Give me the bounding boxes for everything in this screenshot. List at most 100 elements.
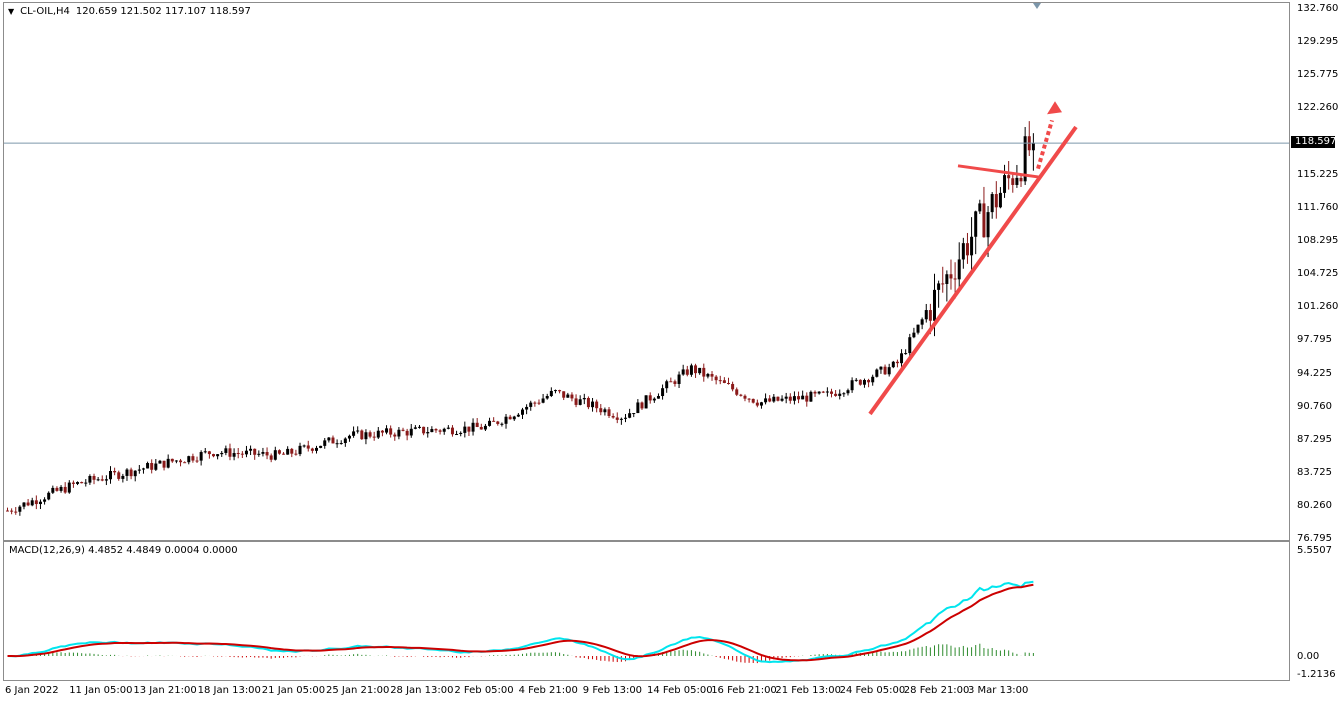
current-price-tag: 118.597 — [1291, 136, 1336, 148]
candle — [743, 394, 747, 402]
candle — [710, 371, 714, 381]
candle — [735, 387, 739, 397]
candle — [434, 428, 438, 433]
price-chart-pane[interactable] — [3, 2, 1290, 541]
candle — [867, 378, 871, 388]
time-axis-label: 16 Feb 21:00 — [711, 685, 777, 696]
candle — [347, 434, 351, 442]
ohlc-values: 120.659 121.502 117.107 118.597 — [75, 6, 251, 17]
candle — [261, 447, 265, 457]
candle — [302, 444, 306, 448]
candle — [207, 450, 211, 459]
arrow-head-icon — [1047, 101, 1062, 115]
candle — [113, 467, 117, 476]
price-axis-label: 76.795 — [1297, 533, 1332, 544]
dropdown-caret-icon[interactable]: ▼ — [8, 7, 15, 16]
candle — [920, 317, 924, 330]
time-axis-label: 2 Feb 05:00 — [454, 685, 514, 696]
candle — [628, 408, 632, 419]
candle — [974, 210, 978, 255]
candle — [6, 507, 9, 512]
candle — [376, 427, 380, 440]
support-line-annotation[interactable] — [957, 164, 1041, 179]
candle — [677, 371, 681, 388]
candle — [838, 389, 842, 400]
candle — [187, 455, 191, 465]
candle — [331, 435, 335, 444]
trendline-annotation[interactable] — [868, 125, 1078, 416]
candle — [228, 443, 232, 461]
macd-axis-label: -1.2136 — [1297, 669, 1336, 680]
time-axis-label: 21 Jan 05:00 — [261, 685, 326, 696]
candle — [310, 447, 314, 454]
candle — [76, 481, 80, 486]
candle — [504, 413, 508, 429]
candle — [648, 392, 652, 404]
candle — [249, 445, 253, 456]
candle — [257, 450, 261, 457]
candle — [430, 426, 434, 433]
candle — [970, 217, 974, 271]
candle — [661, 384, 665, 400]
candle — [339, 440, 343, 445]
candle — [500, 422, 504, 427]
candle — [220, 450, 224, 457]
price-axis-label: 101.260 — [1297, 301, 1339, 313]
candle — [982, 186, 986, 238]
candle — [714, 375, 718, 385]
candle — [842, 392, 846, 397]
time-axis-label: 13 Jan 21:00 — [133, 685, 197, 696]
candle — [1015, 164, 1019, 188]
candle — [553, 389, 557, 394]
candle — [830, 388, 833, 398]
candle — [117, 470, 121, 481]
time-axis-label: 24 Feb 05:00 — [839, 685, 906, 696]
candle — [994, 181, 998, 219]
time-axis-label: 28 Jan 13:00 — [390, 685, 454, 696]
candle — [306, 440, 310, 452]
candle — [529, 400, 533, 411]
candle — [957, 242, 961, 289]
candle — [496, 420, 500, 426]
candle — [10, 508, 14, 515]
candle — [34, 495, 38, 510]
candle — [694, 363, 698, 378]
candle — [438, 429, 442, 435]
candle — [739, 393, 743, 397]
candle — [825, 387, 829, 397]
candle — [92, 473, 96, 485]
candle — [949, 259, 953, 290]
candle — [244, 445, 248, 458]
candle — [459, 431, 463, 437]
candle — [282, 452, 286, 455]
candle — [768, 395, 772, 403]
candle — [224, 445, 228, 456]
candle — [88, 474, 92, 485]
candle — [611, 413, 615, 419]
candle — [521, 407, 524, 420]
candle — [199, 450, 203, 466]
candle — [862, 378, 866, 388]
candle — [240, 451, 244, 459]
candle — [203, 447, 207, 454]
candle — [599, 404, 603, 416]
candle — [570, 392, 574, 402]
candle — [30, 497, 34, 507]
price-plot[interactable] — [4, 3, 1289, 539]
candle — [797, 391, 801, 404]
macd-indicator-pane[interactable] — [3, 541, 1290, 681]
candle — [463, 421, 467, 438]
candle — [834, 390, 838, 397]
candle — [582, 393, 586, 405]
price-axis-label: 97.795 — [1297, 334, 1332, 346]
candle — [607, 406, 611, 418]
candle — [904, 349, 908, 355]
candle — [319, 445, 323, 449]
candle — [784, 392, 788, 404]
candle — [891, 360, 895, 369]
chart-shift-marker-icon[interactable] — [1033, 3, 1041, 9]
candle — [55, 486, 59, 492]
candle — [640, 401, 644, 410]
dotted-arrow-annotation[interactable] — [1036, 119, 1054, 170]
